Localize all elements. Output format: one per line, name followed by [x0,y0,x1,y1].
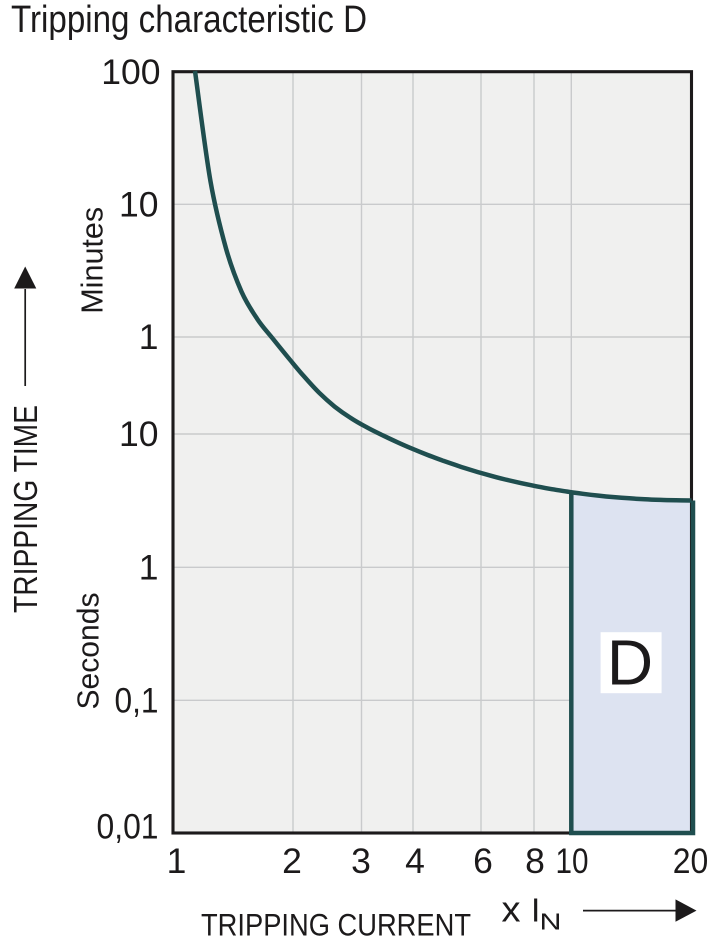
svg-text:1: 1 [139,548,159,588]
svg-text:I: I [531,893,540,930]
svg-text:x: x [502,889,521,930]
svg-text:100: 100 [101,52,160,92]
svg-text:2: 2 [282,841,302,881]
svg-text:10: 10 [119,414,159,454]
svg-text:TRIPPING TIME: TRIPPING TIME [7,405,44,613]
svg-text:Seconds: Seconds [72,593,106,710]
svg-text:3: 3 [351,841,371,881]
svg-text:6: 6 [473,841,493,881]
svg-text:20: 20 [673,841,709,881]
svg-text:N: N [540,909,562,935]
svg-text:TRIPPING CURRENT: TRIPPING CURRENT [201,907,471,943]
svg-text:1: 1 [139,317,159,357]
svg-text:Minutes: Minutes [76,207,110,314]
svg-text:10: 10 [119,185,159,225]
svg-text:8: 8 [525,841,545,881]
svg-text:D: D [607,627,653,699]
svg-text:1: 1 [167,841,187,881]
svg-text:0,01: 0,01 [97,807,159,847]
svg-text:4: 4 [405,841,425,881]
svg-text:10: 10 [556,841,589,881]
svg-text:Tripping characteristic D: Tripping characteristic D [11,0,367,41]
svg-text:0,1: 0,1 [115,681,159,721]
